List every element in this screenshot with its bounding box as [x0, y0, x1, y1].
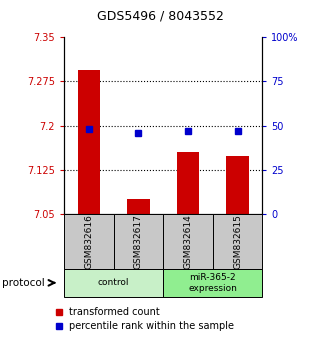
Text: GSM832614: GSM832614	[183, 214, 193, 269]
Text: GSM832615: GSM832615	[233, 214, 242, 269]
Text: GSM832617: GSM832617	[134, 214, 143, 269]
Text: miR-365-2
expression: miR-365-2 expression	[188, 273, 237, 292]
Text: protocol: protocol	[2, 278, 44, 288]
Bar	[127, 199, 149, 214]
Text: transformed count: transformed count	[69, 307, 160, 317]
Text: percentile rank within the sample: percentile rank within the sample	[69, 321, 234, 331]
Bar	[177, 152, 199, 214]
Text: control: control	[98, 278, 129, 287]
Bar	[227, 156, 249, 214]
Bar	[78, 70, 100, 214]
Text: GDS5496 / 8043552: GDS5496 / 8043552	[97, 10, 223, 22]
Text: GSM832616: GSM832616	[84, 214, 93, 269]
